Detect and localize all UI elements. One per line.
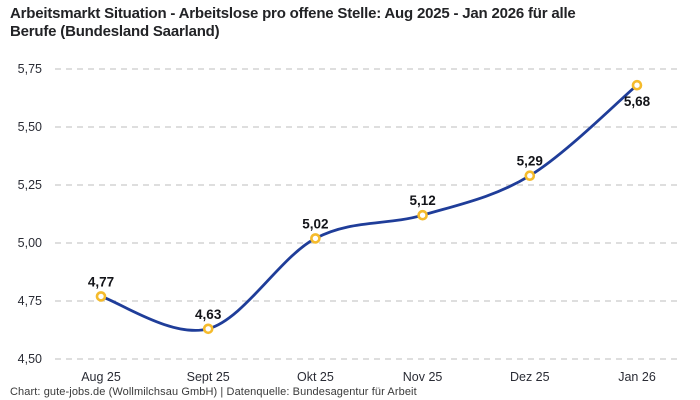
x-tick-label: Aug 25 [81,370,121,384]
chart-footer: Chart: gute-jobs.de (Wollmilchsau GmbH) … [10,386,417,398]
y-tick-label: 4,75 [18,294,42,308]
x-tick-label: Dez 25 [510,370,550,384]
data-point-value-label: 5,02 [302,216,328,231]
x-tick-label: Sept 25 [187,370,230,384]
x-tick-label: Jan 26 [618,370,656,384]
data-point-value-label: 5,12 [409,193,435,208]
data-point-marker [417,209,428,221]
data-point-value-label: 4,63 [195,307,222,322]
chart-title-line2: Berufe (Bundesland Saarland) [10,23,220,40]
data-point-marker [310,233,321,244]
x-tick-label: Okt 25 [297,370,334,384]
chart-title-line1: Arbeitsmarkt Situation - Arbeitslose pro… [10,5,576,22]
y-tick-label: 5,00 [18,236,42,250]
line-series [99,83,639,332]
data-point-value-label: 5,29 [517,154,543,169]
data-point-marker [631,79,643,91]
data-point-value-label: 4,77 [88,274,114,289]
data-point-value-label: 5,68 [624,94,651,109]
data-point-marker [202,323,214,335]
y-tick-label: 5,25 [18,178,42,192]
data-point-marker [524,170,536,181]
y-tick-label: 5,50 [18,120,42,134]
y-tick-label: 5,75 [18,62,42,76]
x-tick-label: Nov 25 [403,370,443,384]
chart-title: Arbeitsmarkt Situation - Arbeitslose pro… [10,5,686,41]
data-point-marker [95,291,107,302]
y-tick-label: 4,50 [18,352,42,366]
